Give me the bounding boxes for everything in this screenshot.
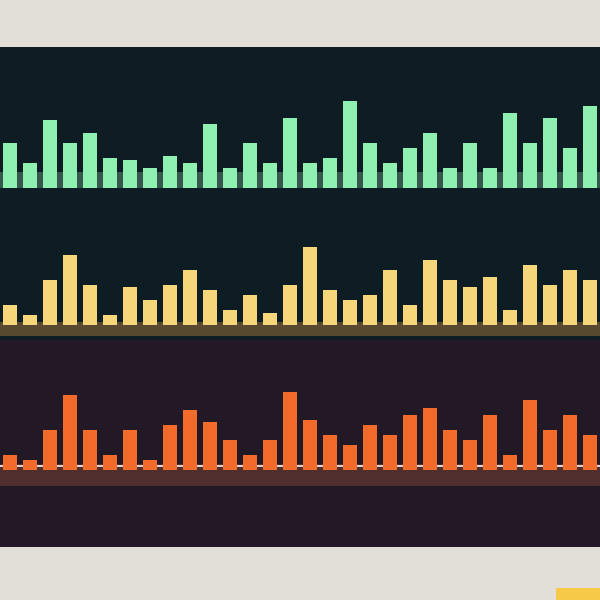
bar	[43, 280, 57, 325]
bar	[123, 160, 137, 188]
bar	[563, 148, 577, 188]
bar	[423, 133, 437, 188]
bar	[303, 163, 317, 188]
upper-panel	[0, 47, 600, 340]
bar	[3, 305, 17, 325]
bar	[583, 106, 597, 188]
bar	[503, 310, 517, 325]
bar	[183, 270, 197, 325]
lower-panel	[0, 340, 600, 547]
bar	[523, 143, 537, 188]
bar	[283, 392, 297, 470]
bar	[123, 287, 137, 325]
bar	[43, 120, 57, 188]
bar	[583, 435, 597, 470]
bar	[323, 158, 337, 188]
bar	[443, 168, 457, 188]
bar	[363, 295, 377, 325]
bars	[3, 101, 597, 470]
bar	[403, 305, 417, 325]
bar	[543, 430, 557, 470]
bar	[83, 133, 97, 188]
bar	[203, 290, 217, 325]
bar	[363, 143, 377, 188]
bar	[263, 440, 277, 470]
bar	[283, 118, 297, 188]
bar	[243, 143, 257, 188]
bar	[383, 435, 397, 470]
bar	[183, 163, 197, 188]
bar	[563, 415, 577, 470]
bar	[263, 313, 277, 325]
bar	[3, 455, 17, 470]
bar	[443, 430, 457, 470]
bar	[163, 156, 177, 188]
bar	[43, 430, 57, 470]
bar	[423, 260, 437, 325]
bar	[383, 270, 397, 325]
bar	[463, 143, 477, 188]
bar	[383, 163, 397, 188]
bar	[3, 143, 17, 188]
bar	[163, 425, 177, 470]
bar	[23, 315, 37, 325]
bar	[83, 430, 97, 470]
bar	[83, 285, 97, 325]
bar	[323, 290, 337, 325]
bar	[103, 158, 117, 188]
bar	[583, 280, 597, 325]
bar	[563, 270, 577, 325]
bar	[243, 295, 257, 325]
bar	[263, 163, 277, 188]
corner-swatch	[556, 588, 600, 600]
bar	[303, 420, 317, 470]
bar	[543, 285, 557, 325]
bar	[343, 300, 357, 325]
bar	[243, 455, 257, 470]
yellow-band	[0, 322, 600, 336]
bar	[403, 148, 417, 188]
bar	[203, 124, 217, 188]
bar	[403, 415, 417, 470]
bar	[143, 168, 157, 188]
bar	[483, 277, 497, 325]
bar	[423, 408, 437, 470]
bar	[523, 265, 537, 325]
bar	[163, 285, 177, 325]
bar	[303, 247, 317, 325]
bar	[223, 440, 237, 470]
bar	[443, 280, 457, 325]
bar	[543, 118, 557, 188]
bar	[223, 168, 237, 188]
bar	[23, 460, 37, 470]
bar	[143, 300, 157, 325]
bar	[223, 310, 237, 325]
bar	[363, 425, 377, 470]
bar	[483, 168, 497, 188]
bar	[103, 315, 117, 325]
bar	[523, 400, 537, 470]
bar	[503, 455, 517, 470]
bar	[343, 101, 357, 188]
bar	[63, 143, 77, 188]
bar	[63, 255, 77, 325]
bar	[103, 455, 117, 470]
bar	[183, 410, 197, 470]
bar	[203, 422, 217, 470]
bar	[343, 445, 357, 470]
bar	[63, 395, 77, 470]
bar	[283, 285, 297, 325]
bar	[463, 287, 477, 325]
bar	[503, 113, 517, 188]
bar	[23, 163, 37, 188]
bar	[123, 430, 137, 470]
bar	[143, 460, 157, 470]
bar	[323, 435, 337, 470]
bar	[483, 415, 497, 470]
bar	[463, 440, 477, 470]
